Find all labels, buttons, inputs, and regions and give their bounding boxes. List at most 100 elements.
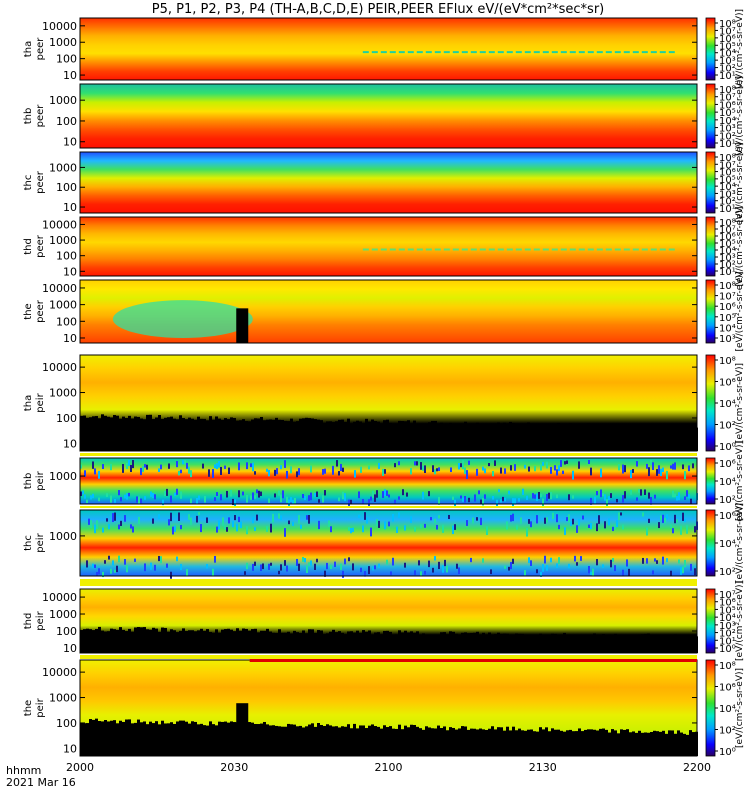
noise-pixel [372,566,374,571]
noise-floor [650,424,653,451]
noise-floor [488,423,491,451]
noise-pixel [590,467,592,476]
colorbar-tick-label: 10² [719,197,736,208]
colorbar-tick-label: 10⁴ [719,116,736,127]
noise-floor [332,629,335,653]
noise-floor [560,424,563,451]
noise-floor [110,720,113,756]
noise-pixel [680,566,682,575]
noise-floor [497,422,500,451]
noise-floor [431,420,434,451]
noise-floor [122,416,125,451]
noise-floor [401,729,404,756]
noise-floor [350,728,353,756]
noise-pixel [90,495,92,500]
noise-pixel [292,521,294,526]
noise-pixel [564,527,566,535]
noise-pixel [646,527,648,536]
noise-pixel [358,514,360,519]
noise-pixel [286,565,288,572]
noise-pixel [308,562,310,566]
noise-pixel [656,560,658,564]
colorbar-tick-label: 10⁵ [719,605,736,616]
noise-pixel [176,461,178,468]
noise-floor [374,632,377,653]
noise-floor [533,636,536,653]
noise-pixel [184,460,186,465]
noise-floor [260,630,263,653]
noise-pixel [92,563,94,569]
noise-pixel [342,570,344,578]
noise-pixel [286,470,288,479]
noise-floor [602,424,605,451]
noise-floor [590,423,593,451]
noise-pixel [682,464,684,470]
noise-floor [614,425,617,451]
noise-pixel [288,520,290,525]
noise-pixel [306,515,308,520]
colorbar [705,83,716,149]
noise-pixel [362,525,364,533]
noise-pixel [188,514,190,520]
noise-pixel [238,462,240,471]
noise-floor [182,418,185,451]
noise-floor [587,423,590,451]
noise-floor [212,724,215,756]
noise-floor [83,629,86,653]
noise-pixel [510,562,512,570]
noise-floor [410,423,413,451]
noise-floor [620,729,623,756]
noise-floor [149,414,152,451]
colorbar-tick-label: 10¹ [719,204,736,215]
noise-floor [134,416,137,451]
noise-pixel [224,525,226,530]
noise-pixel [510,465,512,471]
noise-floor [86,628,89,653]
noise-pixel [110,495,112,503]
data-gap [236,308,249,343]
noise-pixel [656,469,658,476]
noise-pixel [332,465,334,475]
noise-pixel [118,524,120,530]
noise-floor [215,629,218,653]
noise-floor [194,721,197,756]
panel-frame [79,17,698,81]
noise-floor [563,425,566,451]
noise-pixel [438,467,440,472]
noise-floor [254,723,257,756]
noise-pixel [302,556,304,562]
noise-floor [197,416,200,451]
noise-floor [467,425,470,451]
x-tick-label: 2200 [683,761,711,774]
colorbar-tick-label: 10² [719,726,736,737]
noise-floor [413,420,416,451]
noise-floor [209,721,212,756]
noise-pixel [240,521,242,529]
noise-pixel [666,514,668,520]
noise-pixel [504,565,506,569]
noise-floor [263,721,266,756]
noise-floor [542,634,545,653]
noise-pixel [180,491,182,499]
noise-pixel [572,470,574,480]
noise-floor [317,419,320,451]
noise-pixel [280,465,282,470]
noise-pixel [330,526,332,533]
noise-pixel [638,489,640,493]
noise-pixel [386,559,388,565]
colorbar-tick-label: 10⁶ [719,459,736,470]
noise-pixel [98,497,100,502]
noise-pixel [478,490,480,495]
noise-floor [230,417,233,451]
noise-floor [410,631,413,653]
colorbar-tick-label: 10⁶ [719,232,736,243]
noise-floor [146,414,149,451]
noise-floor [425,424,428,451]
noise-floor [203,630,206,653]
noise-floor [635,427,638,451]
noise-floor [554,633,557,653]
noise-pixel [630,469,632,479]
noise-floor [173,723,176,756]
noise-pixel [416,461,418,466]
noise-floor [323,725,326,756]
